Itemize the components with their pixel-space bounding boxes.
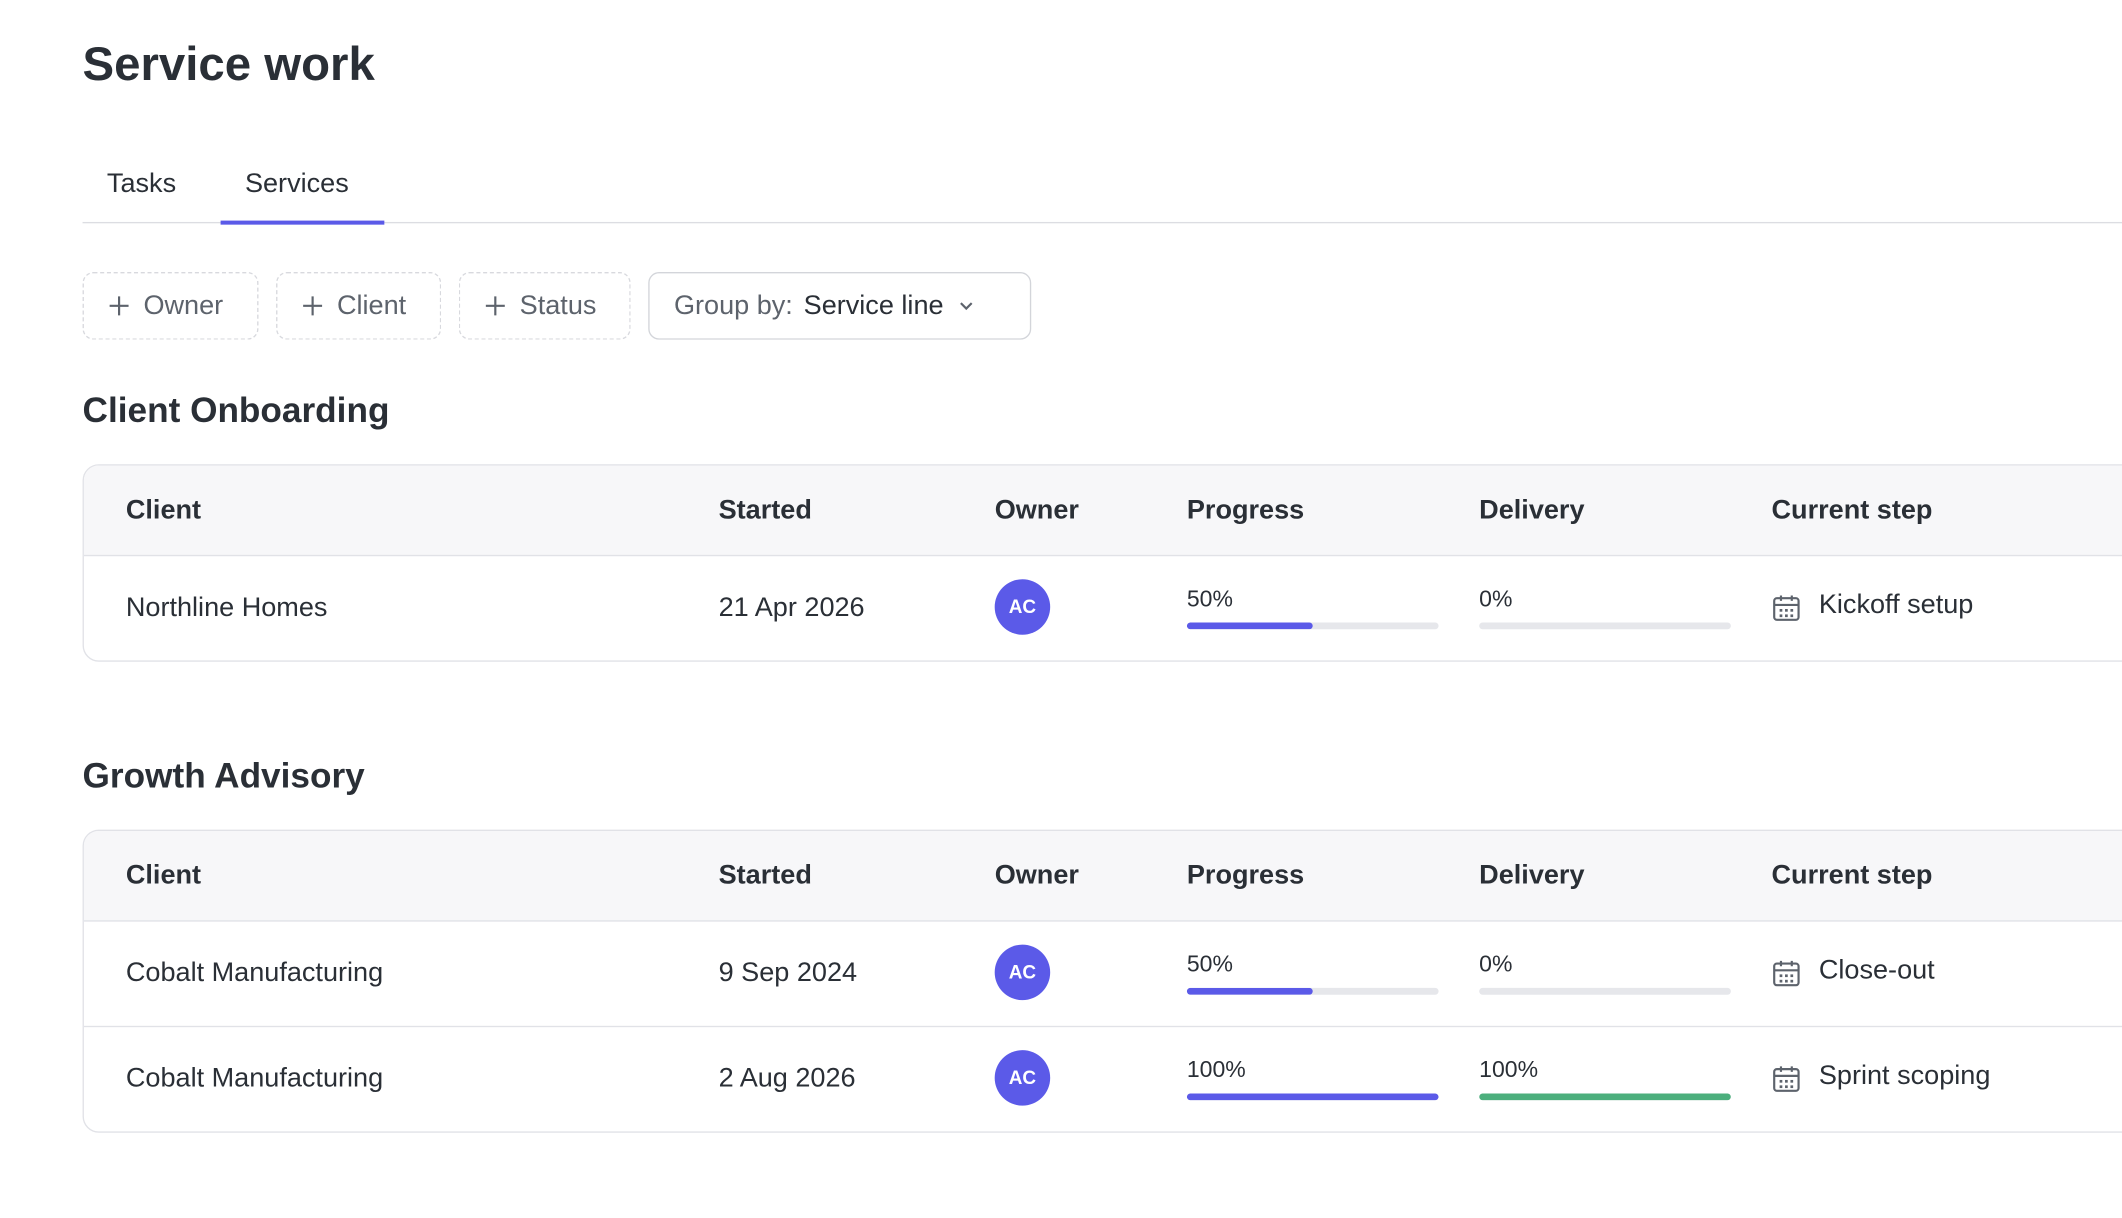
filter-button[interactable]: Status <box>458 272 631 340</box>
column-header: Current step <box>1771 495 1933 526</box>
table: Client Started Owner Progress Delivery Curren… <box>82 829 2122 1133</box>
table-row[interactable]: Cobalt Manufacturing 2 Aug 2026 AC 100% 100%… <box>84 1027 2122 1131</box>
calendar-icon <box>1771 593 1801 630</box>
progress-track <box>1186 1093 1439 1101</box>
chevron-icon <box>957 296 976 315</box>
table-header: Client Started Owner Progress Delivery Curren… <box>83 465 2122 557</box>
delivery-label: 0% <box>1479 585 1513 612</box>
progress-bar <box>1186 1093 1439 1101</box>
group-by-button[interactable]: Group by: Service line <box>648 272 1032 340</box>
start-date: 21 Apr 2026 <box>718 592 865 623</box>
progress-track <box>1186 622 1439 630</box>
column-header: Current step <box>1771 860 1933 891</box>
column-header: Progress <box>1186 495 1305 526</box>
tab[interactable]: Services <box>244 169 349 199</box>
section-title: Growth Advisory <box>82 755 365 796</box>
owner-avatar: AC <box>994 579 1051 635</box>
client-name: Cobalt Manufacturing <box>125 1063 384 1094</box>
column-header: Delivery <box>1479 860 1585 891</box>
plus-icon <box>303 296 323 316</box>
filter-button[interactable]: Owner <box>82 272 259 340</box>
tab-active-indicator <box>220 220 385 225</box>
client-name: Cobalt Manufacturing <box>125 958 384 988</box>
progress-track <box>1186 987 1439 995</box>
owner-avatar: AC <box>994 944 1051 1001</box>
column-header: Delivery <box>1479 495 1585 526</box>
filter-button[interactable]: Client <box>276 272 442 340</box>
section-title: Client Onboarding <box>82 389 390 431</box>
column-header: Started <box>718 495 812 526</box>
filter-label: Client <box>336 290 407 321</box>
calendar-icon <box>1771 1064 1801 1101</box>
progress-bar <box>1186 987 1313 995</box>
progress-label: 100% <box>1186 1056 1246 1083</box>
delivery-label: 0% <box>1479 951 1513 978</box>
group-by-value: Service line <box>803 290 944 321</box>
plus-icon <box>109 296 129 316</box>
calendar-icon <box>1771 958 1801 995</box>
tab[interactable]: Tasks <box>106 169 177 199</box>
current-step: Close-out <box>1818 955 1935 986</box>
table-row[interactable]: Northline Homes 21 Apr 2026 AC 50% 0% Kickoff… <box>84 556 2122 660</box>
chevron-icon <box>960 302 973 311</box>
delivery-label: 100% <box>1479 1056 1539 1083</box>
table: Client Started Owner Progress Delivery Curren… <box>82 464 2122 662</box>
progress-label: 50% <box>1186 585 1233 612</box>
column-header: Owner <box>994 860 1079 891</box>
plus-icon <box>484 295 506 317</box>
column-header: Started <box>718 860 812 891</box>
delivery-bar <box>1479 1093 1731 1101</box>
group-by-label: Group by: <box>673 290 793 321</box>
delivery-track <box>1479 987 1731 995</box>
current-step: Sprint scoping <box>1818 1061 1991 1091</box>
plus-icon <box>302 295 324 317</box>
delivery-track <box>1479 622 1731 630</box>
owner-avatar: AC <box>994 1050 1051 1106</box>
client-name: Northline Homes <box>125 592 328 623</box>
column-header: Client <box>125 495 202 526</box>
delivery-track <box>1479 1093 1731 1101</box>
calendar-icon <box>1773 595 1800 621</box>
table-row[interactable]: Cobalt Manufacturing 9 Sep 2024 AC 50% 0% Clo… <box>83 922 2122 1028</box>
tab-divider <box>82 221 2122 224</box>
plus-icon <box>108 295 130 317</box>
plus-icon <box>485 296 505 316</box>
page-title: Service work <box>82 37 375 91</box>
calendar-icon <box>1773 1066 1800 1092</box>
column-header: Progress <box>1186 860 1305 891</box>
start-date: 2 Aug 2026 <box>718 1063 856 1094</box>
filter-label: Owner <box>143 290 224 321</box>
column-header: Owner <box>994 495 1079 526</box>
table-header: Client Started Owner Progress Delivery Curren… <box>83 830 2122 922</box>
progress-label: 50% <box>1186 951 1233 978</box>
column-header: Client <box>125 860 202 891</box>
current-step: Kickoff setup <box>1818 590 1974 620</box>
calendar-icon <box>1773 960 1800 987</box>
progress-bar <box>1186 622 1313 630</box>
filter-label: Status <box>519 290 597 321</box>
start-date: 9 Sep 2024 <box>718 958 858 988</box>
